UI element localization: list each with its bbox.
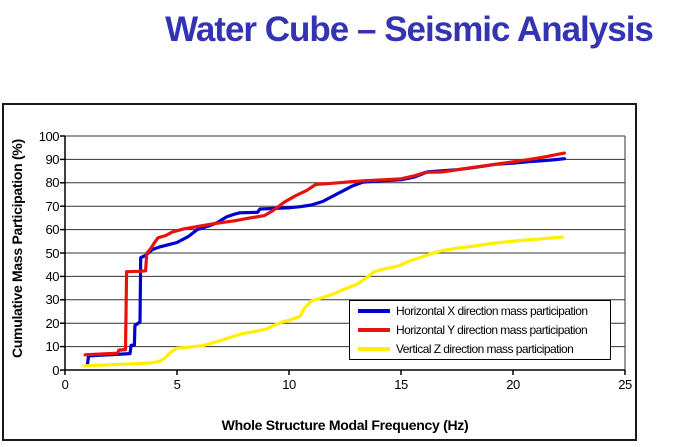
slide-title: Water Cube – Seismic Analysis — [165, 10, 654, 49]
x-axis-title: Whole Structure Modal Frequency (Hz) — [221, 417, 469, 433]
y-tick-label: 80 — [45, 175, 60, 191]
y-tick-label: 20 — [45, 315, 60, 331]
x-tick-label: 10 — [282, 377, 296, 392]
legend-item: Horizontal X direction mass participatio… — [358, 303, 610, 320]
legend-label: Vertical Z direction mass participation — [396, 342, 574, 356]
y-tick-label: 70 — [45, 198, 60, 214]
chart-box: Cumulative Mass Participation (%) 0 10 20 3… — [2, 103, 637, 441]
x-tick-label: 15 — [394, 377, 408, 392]
legend-item: Vertical Z direction mass participation — [358, 341, 610, 358]
x-tick-label: 20 — [506, 377, 520, 392]
y-tick-label: 0 — [52, 362, 59, 378]
legend-item: Horizontal Y direction mass participatio… — [358, 322, 610, 339]
legend-label: Horizontal Y direction mass participatio… — [396, 323, 588, 337]
plot-svg — [60, 135, 626, 375]
y-tick-label: 10 — [45, 339, 60, 355]
y-tick-label: 90 — [45, 151, 60, 167]
legend-line-swatch — [358, 347, 390, 351]
y-tick-label: 60 — [45, 222, 60, 238]
y-tick-label: 40 — [45, 268, 60, 284]
x-tick-label: 25 — [618, 377, 632, 392]
legend-line-swatch — [358, 309, 390, 313]
series-line-2 — [82, 235, 564, 368]
x-tick-label: 5 — [173, 377, 181, 392]
y-tick-label: 30 — [45, 292, 60, 308]
y-tick-label: 100 — [38, 128, 60, 144]
x-tick-label: 0 — [61, 377, 69, 392]
legend-label: Horizontal X direction mass participatio… — [396, 304, 588, 318]
plot-area — [60, 135, 626, 375]
legend-line-swatch — [358, 328, 390, 332]
y-tick-label: 50 — [45, 245, 60, 261]
legend: Horizontal X direction mass participatio… — [349, 300, 611, 360]
series-line-1 — [83, 151, 567, 357]
